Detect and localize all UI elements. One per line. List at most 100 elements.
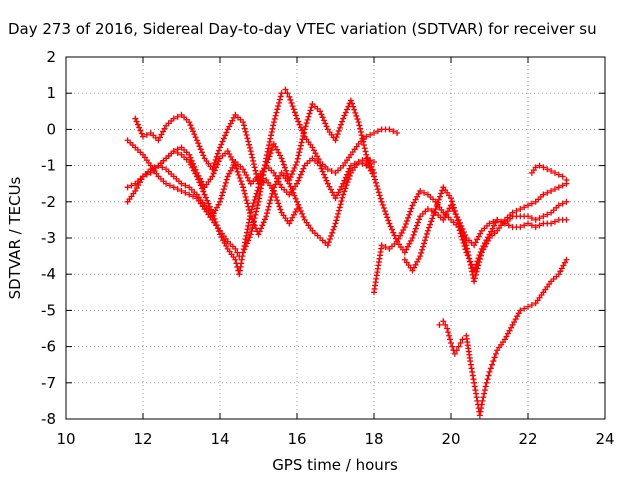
data-marker <box>265 156 272 163</box>
data-point <box>193 191 200 198</box>
data-marker <box>319 168 326 175</box>
data-point <box>424 206 431 213</box>
data-point <box>278 169 285 176</box>
x-tick-label: 12 <box>133 430 152 448</box>
data-marker <box>284 90 291 97</box>
data-marker <box>196 179 203 186</box>
data-point <box>540 213 547 220</box>
y-tick-label: -1 <box>41 157 56 175</box>
data-marker <box>253 190 260 197</box>
data-point <box>386 220 393 227</box>
data-point <box>170 148 177 155</box>
data-point <box>540 164 547 171</box>
data-marker <box>407 208 414 215</box>
data-marker <box>328 232 335 239</box>
data-point <box>163 122 170 129</box>
data-point <box>409 202 416 209</box>
data-marker <box>528 222 535 229</box>
data-marker <box>244 135 251 142</box>
data-marker <box>218 141 225 148</box>
data-point <box>236 271 243 278</box>
data-point <box>170 115 177 122</box>
data-marker <box>373 182 380 189</box>
data-marker <box>220 135 227 142</box>
data-point <box>255 231 262 238</box>
data-marker <box>296 149 303 156</box>
data-marker <box>223 129 230 136</box>
data-marker <box>174 149 181 156</box>
data-point <box>193 137 200 144</box>
data-point <box>509 321 516 328</box>
data-point <box>555 271 562 278</box>
data-marker <box>362 148 369 155</box>
data-point <box>355 119 362 126</box>
data-marker <box>205 200 212 207</box>
data-marker <box>296 174 303 181</box>
data-point <box>282 86 289 93</box>
data-marker <box>465 252 472 259</box>
data-marker <box>166 182 173 189</box>
data-marker <box>442 321 449 328</box>
data-point <box>278 155 285 162</box>
data-marker <box>221 182 228 189</box>
data-point <box>448 195 454 202</box>
data-marker <box>200 152 207 159</box>
data-marker <box>306 110 313 117</box>
data-marker <box>235 171 242 178</box>
data-marker <box>410 231 417 238</box>
data-marker <box>536 215 543 222</box>
data-marker <box>472 272 479 279</box>
data-point <box>217 231 223 238</box>
data-marker <box>277 93 284 100</box>
data-marker <box>328 168 335 175</box>
data-marker <box>264 210 271 217</box>
data-point <box>178 144 185 151</box>
data-marker <box>457 339 464 346</box>
data-marker <box>197 182 204 189</box>
data-point <box>444 325 451 332</box>
data-point <box>240 249 247 256</box>
data-point <box>155 173 162 180</box>
data-point <box>432 206 439 213</box>
data-marker <box>254 202 261 209</box>
data-point <box>448 216 454 223</box>
data-marker <box>211 167 218 174</box>
data-marker <box>187 122 194 129</box>
data-marker <box>267 197 274 204</box>
data-point <box>417 253 424 260</box>
data-point <box>563 256 570 263</box>
data-marker <box>456 223 463 230</box>
data-point <box>401 249 408 256</box>
data-marker <box>234 168 241 175</box>
data-marker <box>385 217 392 224</box>
data-marker <box>459 229 465 236</box>
data-point <box>532 216 539 223</box>
data-point <box>294 198 300 205</box>
data-marker <box>287 96 294 103</box>
data-point <box>317 162 324 169</box>
data-marker <box>380 205 387 212</box>
data-marker <box>240 122 247 129</box>
data-marker <box>195 176 202 183</box>
y-axis-label: SDTVAR / TECUs <box>6 176 24 299</box>
data-point <box>555 202 562 209</box>
data-marker <box>360 138 367 145</box>
data-point <box>294 206 300 213</box>
data-marker <box>222 132 229 139</box>
data-point <box>540 191 547 198</box>
x-tick-label: 20 <box>441 430 460 448</box>
data-marker <box>505 222 512 229</box>
data-point <box>332 137 339 144</box>
data-marker <box>287 174 294 181</box>
data-marker <box>215 158 222 165</box>
data-marker <box>136 124 143 131</box>
data-point <box>132 187 139 194</box>
x-tick-label: 18 <box>364 430 383 448</box>
data-marker <box>467 261 474 268</box>
data-point <box>371 173 377 180</box>
data-point <box>563 216 570 223</box>
data-marker <box>528 215 535 222</box>
data-marker <box>234 249 241 256</box>
data-point <box>409 267 416 274</box>
data-marker <box>291 109 298 116</box>
